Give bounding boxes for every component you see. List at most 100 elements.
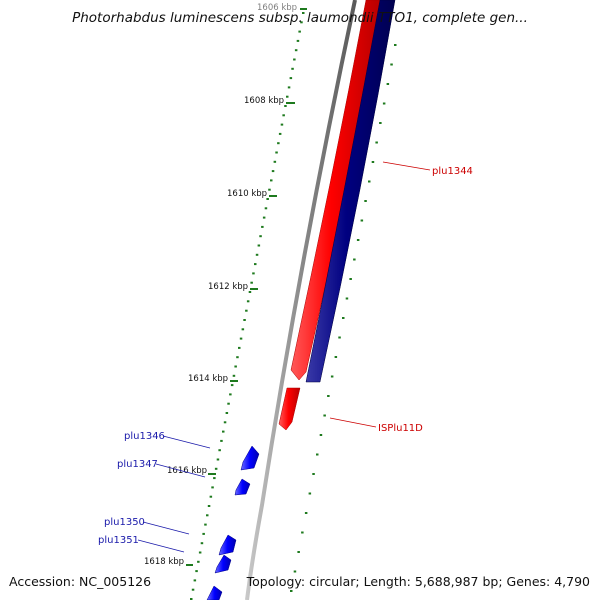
- inner-ruler-dash-1: [300, 21, 303, 24]
- tick-label-1614: 1614 kbp: [188, 374, 228, 384]
- leader-line-plu1347: [155, 463, 206, 478]
- inner-ruler-dash-2: [298, 30, 301, 33]
- inner-ruler-dash-14: [277, 142, 280, 145]
- outer-ruler-dash-25: [301, 531, 304, 534]
- inner-ruler-dash-9: [286, 95, 289, 98]
- outer-ruler-dash-19: [323, 414, 326, 417]
- map-title: Photorhabdus luminescens subsp. laumondi…: [72, 10, 528, 26]
- summary-text: Topology: circular; Length: 5,688,987 bp…: [246, 574, 590, 589]
- inner-ruler-dash-54: [206, 514, 209, 517]
- outer-ruler-dash-23: [308, 492, 312, 495]
- reverse-strand-track: [305, 0, 396, 383]
- inner-ruler-dash-53: [207, 505, 211, 507]
- outer-ruler-dash-6: [371, 161, 375, 163]
- tick-label-1606: 1606 kbp: [257, 3, 297, 13]
- outer-ruler-dash-24: [304, 512, 308, 514]
- inner-ruler-dash-8: [287, 86, 291, 89]
- inner-ruler-dash-37: [236, 356, 239, 359]
- inner-ruler-dash-33: [243, 319, 246, 321]
- inner-ruler-dash-42: [227, 402, 230, 405]
- inner-ruler-dash-41: [229, 393, 232, 396]
- inner-ruler-dash-23: [261, 225, 264, 228]
- gene-label-isplu11d[interactable]: ISPlu11D: [378, 423, 423, 434]
- inner-ruler-dash-44: [223, 421, 227, 424]
- inner-ruler-dash-40: [230, 384, 234, 387]
- leader-line-plu1344: [382, 161, 431, 171]
- inner-ruler-dash-50: [213, 477, 216, 480]
- inner-ruler-dash-3: [296, 39, 300, 42]
- inner-ruler-dash-47: [218, 449, 221, 452]
- inner-ruler-dash-52: [209, 495, 213, 498]
- outer-ruler-dash-28: [290, 590, 293, 592]
- inner-ruler-dash-57: [200, 542, 204, 545]
- outer-ruler-dash-18: [327, 395, 330, 397]
- outer-ruler-dash-17: [330, 375, 334, 378]
- inner-ruler-dash-6: [291, 67, 294, 70]
- inner-ruler-dash-62: [191, 588, 195, 591]
- outer-ruler-dash-0: [394, 44, 397, 46]
- outer-ruler-dash-14: [342, 317, 345, 319]
- gene-label-plu1347[interactable]: plu1347: [117, 459, 158, 470]
- outer-ruler-dash-16: [334, 356, 338, 358]
- inner-ruler-dash-38: [234, 365, 237, 368]
- inner-ruler-dash-49: [214, 467, 218, 470]
- inner-ruler-dash-11: [282, 114, 285, 117]
- outer-ruler-dash-22: [312, 473, 315, 475]
- inner-ruler-dash-61: [193, 579, 197, 582]
- inner-ruler-dash-36: [238, 346, 241, 349]
- gene-arrow-plu1344[interactable]: [290, 0, 381, 381]
- inner-ruler-dash-63: [190, 598, 193, 600]
- inner-ruler-dash-16: [273, 160, 277, 163]
- inner-ruler-dash-56: [202, 532, 205, 535]
- gene-label-plu1351[interactable]: plu1351: [98, 535, 139, 546]
- inner-ruler-dash-45: [222, 430, 225, 433]
- inner-ruler-dash-22: [262, 216, 266, 219]
- inner-ruler-dash-58: [198, 551, 202, 554]
- outer-ruler-dash-12: [349, 278, 352, 280]
- gene-arrow-plu1347[interactable]: [234, 478, 251, 496]
- outer-ruler-dash-21: [316, 453, 319, 456]
- gene-arrow-plu1346[interactable]: [240, 445, 260, 471]
- accession-text: Accession: NC_005126: [9, 574, 151, 589]
- inner-ruler-dash-12: [280, 123, 284, 126]
- inner-ruler-dash-48: [216, 458, 220, 461]
- tick-label-1618: 1618 kbp: [144, 557, 184, 567]
- inner-ruler-dash-28: [252, 272, 255, 275]
- outer-ruler-dash-15: [338, 336, 341, 339]
- inner-ruler-dash-32: [245, 309, 248, 312]
- inner-ruler-dash-30: [248, 291, 252, 293]
- gene-label-plu1344[interactable]: plu1344: [432, 166, 473, 177]
- inner-ruler-dash-13: [278, 132, 282, 135]
- inner-ruler-dash-15: [275, 151, 278, 154]
- tick-label-1612: 1612 kbp: [208, 282, 248, 292]
- inner-ruler-dash-26: [255, 253, 259, 256]
- outer-ruler-dash-3: [382, 102, 386, 105]
- inner-ruler-dash-59: [197, 560, 200, 563]
- gene-arrow-plu1350[interactable]: [218, 534, 237, 556]
- outer-ruler-dash-1: [390, 63, 393, 66]
- inner-ruler-dash-18: [270, 179, 273, 182]
- inner-ruler-dash-0: [302, 12, 305, 14]
- gene-arrow-isplu11d[interactable]: [278, 387, 301, 431]
- gene-label-plu1346[interactable]: plu1346: [124, 431, 165, 442]
- inner-ruler-dash-7: [289, 77, 293, 80]
- inner-ruler-dash-19: [268, 188, 271, 191]
- outer-ruler-dash-10: [356, 239, 360, 241]
- gene-arrow-bottom[interactable]: [206, 585, 223, 600]
- outer-ruler-dash-7: [368, 180, 371, 183]
- gene-arrow-plu1351[interactable]: [214, 554, 232, 574]
- outer-ruler-dash-27: [293, 570, 297, 573]
- outer-ruler-dash-9: [360, 219, 364, 222]
- inner-ruler-dash-39: [232, 374, 236, 377]
- outer-ruler-dash-13: [345, 297, 349, 300]
- gene-label-plu1350[interactable]: plu1350: [104, 517, 145, 528]
- inner-ruler-dash-51: [211, 486, 214, 489]
- inner-ruler-dash-21: [264, 207, 268, 210]
- backbone-arc: [245, 0, 357, 600]
- inner-ruler-dash-34: [241, 328, 245, 331]
- inner-ruler-dash-43: [225, 412, 229, 414]
- inner-ruler-dash-25: [257, 244, 261, 247]
- outer-ruler-dash-20: [319, 434, 323, 436]
- inner-ruler-dash-46: [220, 439, 223, 442]
